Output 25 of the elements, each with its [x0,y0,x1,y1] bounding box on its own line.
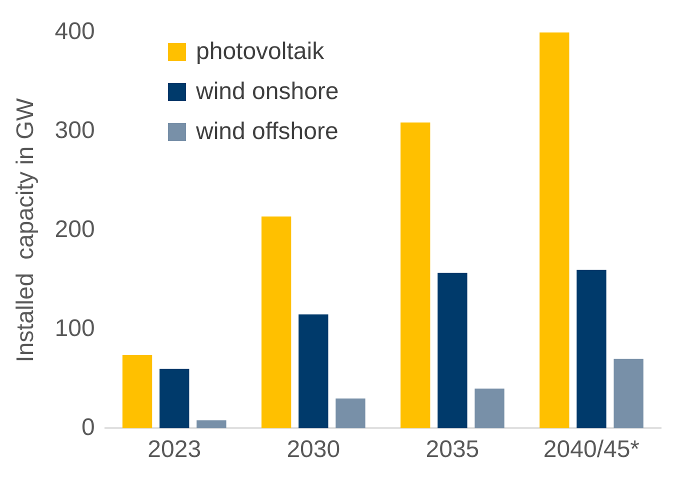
legend-label: wind onshore [196,78,339,106]
x-tick-label: 2040/45* [543,436,640,464]
bar [336,398,366,428]
bar [261,216,292,428]
x-tick-label: 2023 [148,436,202,464]
bar [576,270,606,428]
bar [196,420,226,428]
x-tick-label: 2035 [426,436,480,464]
bar [160,368,190,428]
legend-label: wind offshore [196,118,338,146]
bar [400,122,430,428]
bar [540,32,570,428]
y-axis-title: Installed capacity in GW [12,98,40,362]
y-tick-label: 0 [81,414,95,441]
bar [474,388,504,428]
y-tick-label: 100 [54,314,95,342]
legend-label: photovoltaik [196,38,324,66]
bar [438,272,468,428]
bar [122,354,152,428]
x-tick-label: 2030 [286,436,340,464]
bar [298,314,328,428]
y-tick-label: 200 [54,216,95,243]
bar [614,358,644,428]
y-tick-label: 400 [54,18,95,46]
y-tick-label: 300 [54,116,95,144]
